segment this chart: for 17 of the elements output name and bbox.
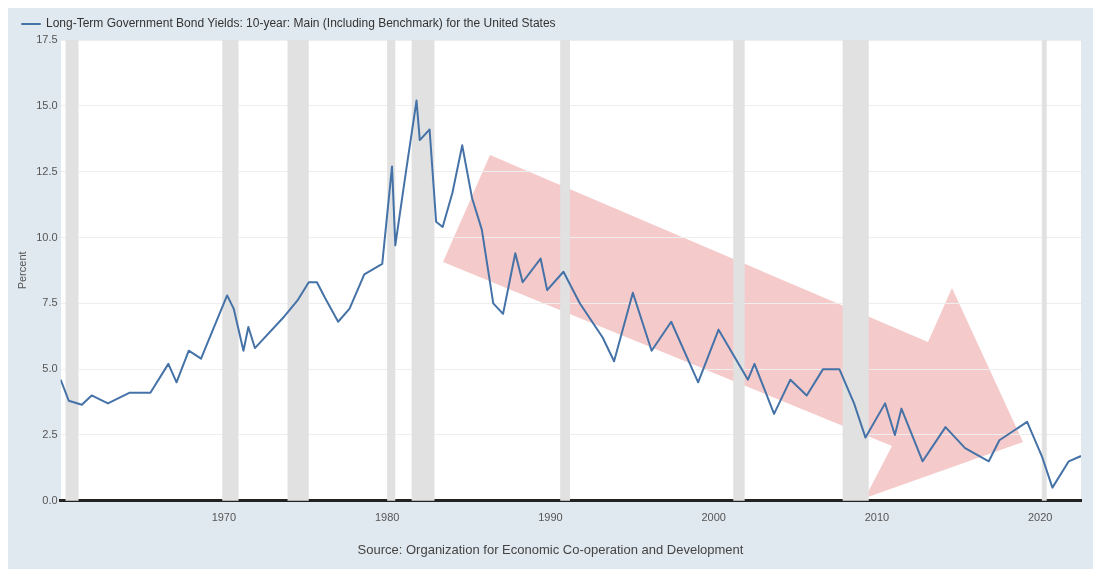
- y-tick-label: 7.5: [42, 296, 58, 309]
- x-tick-label: 2020: [1027, 511, 1053, 524]
- y-axis-title: Percent: [15, 251, 28, 290]
- y-tick-label: 17.5: [36, 33, 58, 46]
- y-tick-label: 10.0: [36, 230, 58, 243]
- x-tick-label: 2000: [701, 511, 726, 524]
- y-tick-label: 2.5: [42, 428, 58, 440]
- legend-label: Long-Term Government Bond Yields: 10-year: Main (Including Benchmark) for the United States: [46, 16, 556, 31]
- x-tick-label: 2010: [864, 511, 890, 524]
- y-tick-label: 12.5: [36, 164, 58, 177]
- x-tick-label: 1990: [538, 511, 563, 524]
- source-note: Source: Organization for Economic Co-operation and Development: [356, 542, 745, 557]
- y-tick-label: 15.0: [36, 98, 58, 111]
- y-tick-label: 0.0: [42, 493, 58, 506]
- x-tick-label: 1970: [211, 511, 237, 524]
- y-tick-label: 5.0: [42, 362, 58, 375]
- x-tick-label: 1980: [374, 511, 400, 524]
